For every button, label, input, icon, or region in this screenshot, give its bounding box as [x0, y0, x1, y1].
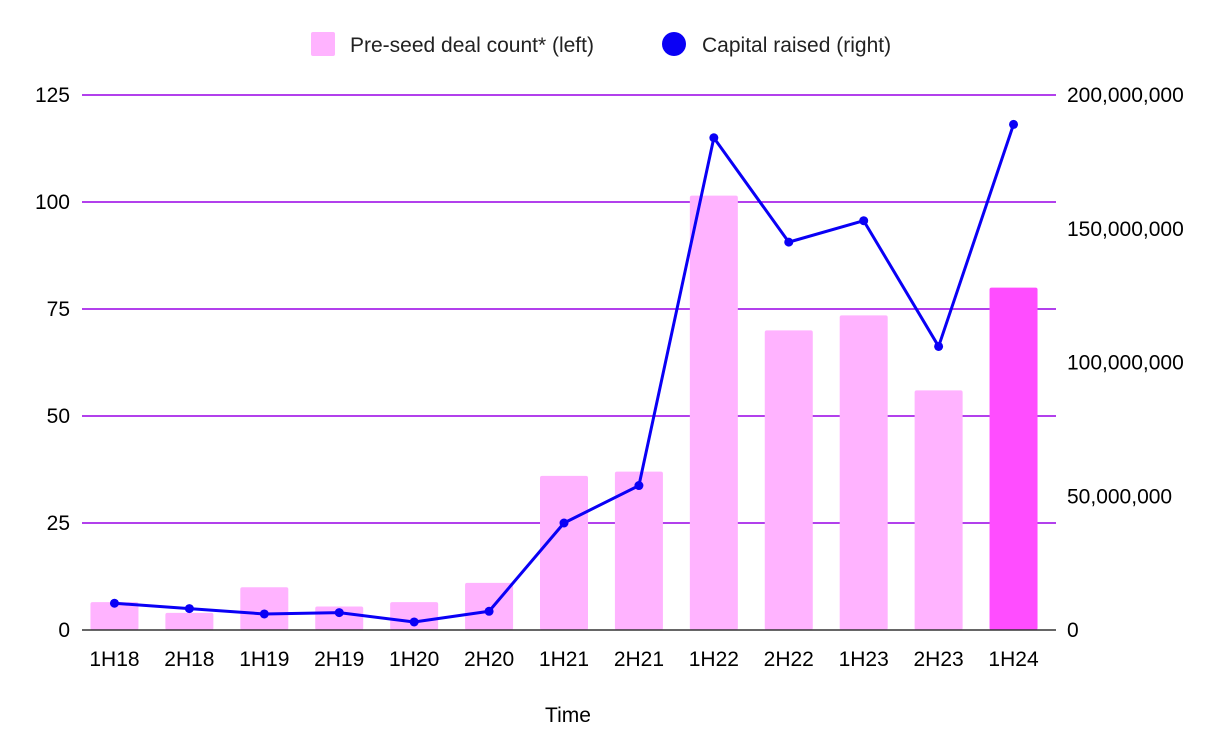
- x-tick-label: 2H22: [764, 648, 814, 671]
- y-axis-right-ticks: 0 50,000,000 100,000,000 150,000,000 200,000…: [1067, 84, 1184, 642]
- bar-1h19: [240, 587, 289, 630]
- x-tick-label: 2H21: [614, 648, 664, 671]
- bar-1h21: [540, 475, 588, 630]
- bar-1h18: [90, 602, 139, 630]
- bar-2h22: [764, 330, 813, 630]
- gridlines: [82, 94, 1056, 524]
- y-left-tick-label: 100: [35, 191, 70, 214]
- capital-point-2h22: [784, 237, 794, 247]
- y-right-tick-label: 200,000,000: [1067, 84, 1184, 107]
- capital-point-2h19: [334, 608, 344, 618]
- legend-swatch-capital-raised: [662, 32, 686, 56]
- y-axis-left-ticks: 0 25 50 75 100 125: [35, 84, 70, 642]
- bar-1h20: [390, 602, 439, 630]
- legend: Pre-seed deal count* (left) Capital rais…: [311, 32, 891, 57]
- bar-series: [90, 195, 1038, 630]
- y-left-tick-label: 50: [47, 405, 70, 428]
- y-left-tick-label: 25: [47, 512, 70, 535]
- capital-point-1h23: [859, 216, 869, 226]
- capital-point-1h21: [559, 518, 569, 528]
- capital-point-2h21: [634, 481, 644, 491]
- legend-label-deal-count: Pre-seed deal count* (left): [350, 34, 594, 57]
- capital-point-2h18: [184, 604, 194, 614]
- bar-1h22: [689, 195, 738, 630]
- bar-1h23: [839, 315, 888, 630]
- y-right-tick-label: 100,000,000: [1067, 352, 1184, 375]
- bar-2h21: [614, 471, 663, 630]
- x-tick-label: 2H20: [464, 648, 514, 671]
- x-tick-label: 1H18: [89, 648, 139, 671]
- capital-point-2h23: [934, 341, 944, 351]
- x-tick-label: 1H19: [239, 648, 289, 671]
- capital-point-1h24: [1009, 119, 1019, 129]
- x-tick-label: 2H18: [164, 648, 214, 671]
- x-tick-label: 1H24: [988, 648, 1039, 671]
- y-right-tick-label: 0: [1067, 619, 1079, 642]
- y-left-tick-label: 0: [58, 619, 70, 642]
- x-tick-label: 1H23: [839, 648, 889, 671]
- legend-swatch-deal-count: [311, 32, 335, 56]
- y-right-tick-label: 150,000,000: [1067, 218, 1184, 241]
- x-tick-label: 2H23: [914, 648, 964, 671]
- capital-point-2h20: [484, 606, 494, 616]
- y-left-tick-label: 125: [35, 84, 70, 107]
- y-right-tick-label: 50,000,000: [1067, 485, 1172, 508]
- bar-2h23: [914, 390, 963, 630]
- x-axis-ticks: 1H18 2H18 1H19 2H19 1H20 2H20 1H21 2H21 1H22 2H22…: [89, 648, 1039, 671]
- legend-label-capital-raised: Capital raised (right): [702, 34, 891, 57]
- x-axis-title: Time: [545, 704, 591, 727]
- line-series: [109, 119, 1019, 627]
- capital-point-1h20: [409, 617, 419, 627]
- x-tick-label: 1H21: [539, 648, 589, 671]
- capital-point-1h19: [259, 609, 269, 619]
- x-tick-label: 1H22: [689, 648, 739, 671]
- x-tick-label: 1H20: [389, 648, 439, 671]
- capital-point-1h18: [109, 598, 119, 608]
- bar-1h24: [989, 287, 1038, 630]
- capital-point-1h22: [709, 133, 719, 143]
- bar-2h18: [165, 612, 214, 630]
- y-left-tick-label: 75: [47, 298, 70, 321]
- x-tick-label: 2H19: [314, 648, 364, 671]
- bar-2h20: [465, 582, 514, 630]
